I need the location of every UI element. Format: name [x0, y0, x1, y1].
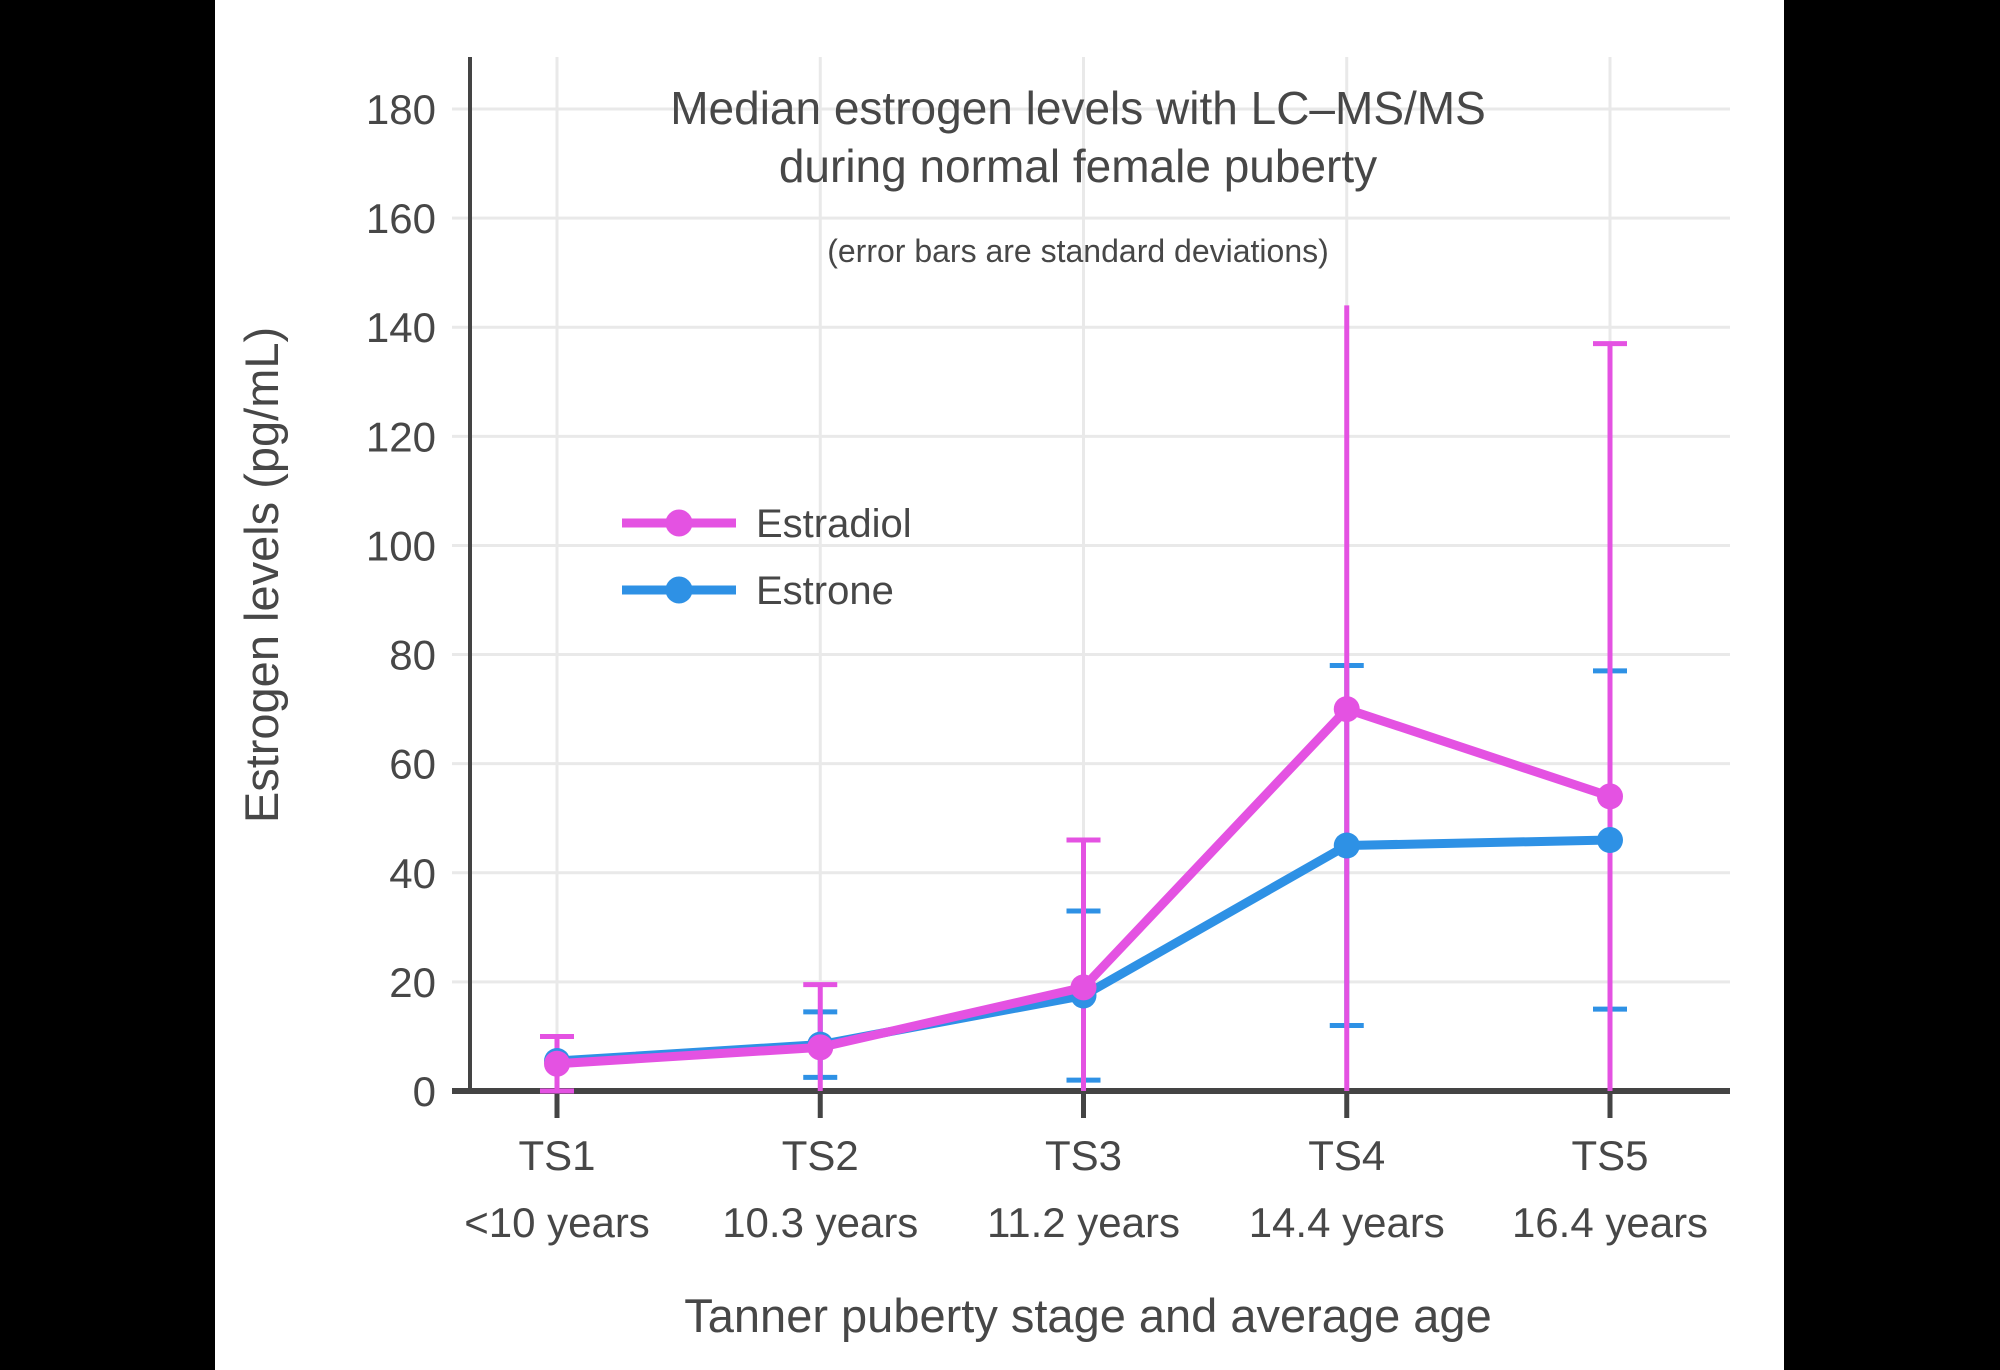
- x-axis-title: Tanner puberty stage and average age: [684, 1289, 1491, 1342]
- xtick-stage-label-TS1: TS1: [518, 1132, 595, 1179]
- ytick-label-80: 80: [389, 632, 436, 679]
- estradiol-error-bar-TS3: [1066, 837, 1101, 1091]
- estradiol-marker-TS4: [1333, 696, 1360, 723]
- legend-marker-estrone: [665, 576, 693, 604]
- estrone-marker-TS4: [1333, 832, 1360, 859]
- estrone-marker-TS5: [1597, 827, 1623, 854]
- ytick-label-60: 60: [389, 741, 436, 788]
- chart-title-line1: Median estrogen levels with LC–MS/MS: [670, 82, 1486, 134]
- legend-item-estrone: Estrone: [622, 569, 894, 613]
- legend-label-estradiol: Estradiol: [756, 502, 912, 546]
- ytick-label-180: 180: [366, 86, 436, 133]
- ytick-label-40: 40: [389, 850, 436, 897]
- xtick-age-label-TS3: 11.2 years: [987, 1199, 1180, 1246]
- y-axis-title: Estrogen levels (pg/mL): [235, 327, 288, 823]
- xtick-stage-label-TS5: TS5: [1571, 1132, 1648, 1179]
- chart-panel: [215, 0, 1784, 1370]
- xtick-stage-label-TS3: TS3: [1045, 1132, 1122, 1179]
- estradiol-marker-TS3: [1070, 974, 1097, 1001]
- chart-subtitle: (error bars are standard deviations): [827, 233, 1329, 269]
- ytick-label-20: 20: [389, 959, 436, 1006]
- legend: Estradiol Estrone: [622, 502, 912, 613]
- series-layer: [540, 305, 1627, 1094]
- chart-title-line2: during normal female puberty: [779, 140, 1377, 192]
- estradiol-error-bar-TS5: [1593, 341, 1627, 1091]
- xtick-age-label-TS1: <10 years: [464, 1199, 650, 1246]
- legend-marker-estradiol: [665, 509, 693, 537]
- axis-layer: [452, 57, 1730, 1094]
- xtick-age-label-TS5: 16.4 years: [1512, 1199, 1708, 1246]
- estradiol-marker-TS1: [544, 1050, 570, 1077]
- xtick-age-label-TS4: 14.4 years: [1249, 1199, 1445, 1246]
- tick-layer: 0 20 40 60 80 100 120 140 160 180 TS1 <10 years TS2 1…: [366, 86, 1708, 1246]
- ytick-label-120: 120: [366, 413, 436, 460]
- estradiol-marker-TS2: [807, 1034, 834, 1061]
- ytick-label-140: 140: [366, 304, 436, 351]
- titles-layer: Median estrogen levels with LC–MS/MS dur…: [235, 82, 1492, 1342]
- legend-item-estradiol: Estradiol: [622, 502, 912, 546]
- xtick-age-label-TS2: 10.3 years: [722, 1199, 918, 1246]
- estradiol-marker-TS5: [1597, 783, 1623, 810]
- xtick-stage-label-TS4: TS4: [1308, 1132, 1385, 1179]
- ytick-label-100: 100: [366, 522, 436, 569]
- xtick-stage-label-TS2: TS2: [782, 1132, 859, 1179]
- ytick-label-0: 0: [413, 1068, 436, 1115]
- legend-label-estrone: Estrone: [756, 569, 894, 613]
- ytick-label-160: 160: [366, 195, 436, 242]
